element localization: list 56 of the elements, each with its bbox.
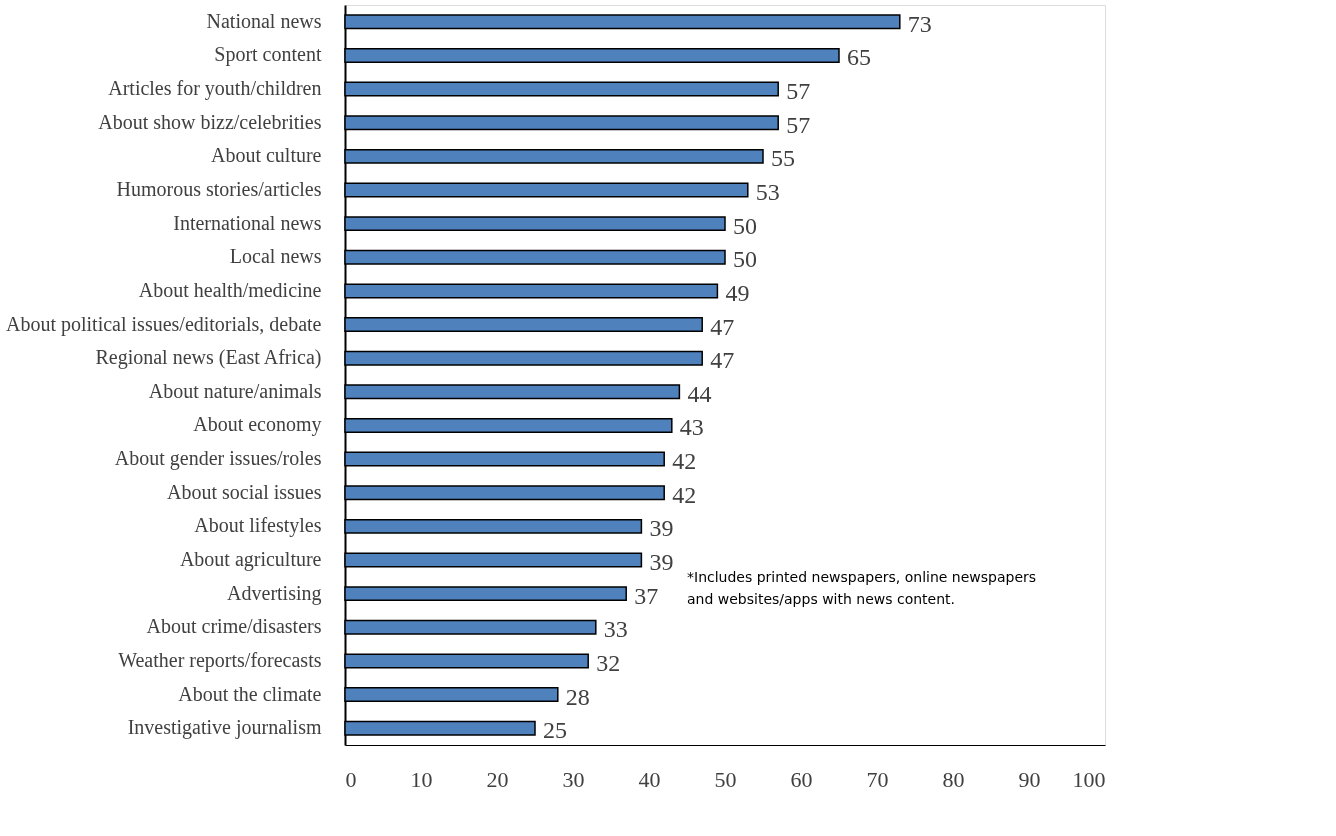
y-tick-label: International news — [173, 211, 322, 234]
y-tick-label: About economy — [193, 413, 322, 437]
data-label: 57 — [786, 78, 811, 105]
data-label: 49 — [725, 279, 750, 306]
data-label: 42 — [672, 448, 697, 475]
x-tick-label: 70 — [866, 766, 889, 792]
data-label: 42 — [672, 481, 697, 508]
data-label: 39 — [649, 549, 674, 575]
y-tick-label: Humorous stories/articles — [116, 178, 322, 200]
data-label: 44 — [687, 380, 712, 407]
x-tick-label: 100 — [1072, 766, 1106, 792]
y-tick-label: About agriculture — [179, 548, 322, 571]
y-tick-label: Investigative journalism — [127, 716, 322, 740]
y-tick-label: About gender issues/roles — [114, 447, 322, 471]
data-label: 50 — [733, 212, 757, 239]
data-label: 25 — [543, 717, 567, 744]
x-tick-label: 90 — [1018, 766, 1041, 792]
y-tick-label: Weather reports/forecasts — [118, 648, 322, 672]
data-label: 53 — [755, 179, 780, 205]
y-tick-label: About health/medicine — [138, 278, 322, 301]
y-tick-label: Local news — [229, 245, 322, 268]
data-label: 43 — [679, 414, 704, 441]
y-tick-label: About political issues/editorials, debate — [6, 312, 322, 336]
data-label: 33 — [603, 616, 628, 643]
data-label: 39 — [649, 515, 674, 542]
y-tick-label: About lifestyles — [194, 514, 322, 538]
y-tick-label: About social issues — [167, 480, 322, 503]
y-tick-label: Advertising — [227, 581, 322, 605]
x-tick-label: 0 — [345, 766, 357, 792]
x-tick-label: 30 — [562, 766, 585, 792]
x-tick-label: 40 — [638, 766, 661, 792]
data-label: 32 — [596, 649, 621, 676]
y-tick-label: About show bizz/celebrities — [98, 110, 322, 133]
annotation: *Includes printed newspapers, online newspapers and websites/apps with news content. — [687, 569, 1037, 608]
data-label: 50 — [733, 246, 757, 273]
y-tick-label: National news — [206, 9, 322, 32]
data-label: 57 — [786, 111, 811, 138]
data-label: 55 — [771, 145, 795, 172]
y-tick-label: Articles for youth/children — [108, 77, 322, 101]
x-tick-label: 20 — [486, 766, 509, 792]
y-tick-label: Sport content — [214, 43, 322, 67]
x-tick-label: 60 — [790, 766, 813, 792]
x-tick-label: 10 — [410, 766, 433, 792]
data-label: 37 — [634, 582, 659, 609]
data-label: 47 — [710, 313, 735, 340]
y-tick-label: About nature/animals — [148, 379, 322, 402]
data-label: 28 — [565, 683, 590, 710]
y-tick-label: About the climate — [178, 682, 322, 705]
data-label: 73 — [907, 10, 932, 37]
y-tick-label: About crime/disasters — [146, 615, 322, 638]
data-label: 47 — [710, 347, 735, 374]
data-label: 65 — [847, 44, 871, 71]
x-tick-label: 80 — [942, 766, 965, 792]
y-tick-label: About culture — [210, 144, 322, 167]
x-tick-label: 50 — [714, 766, 737, 792]
y-tick-label: Regional news (East Africa) — [95, 346, 322, 370]
